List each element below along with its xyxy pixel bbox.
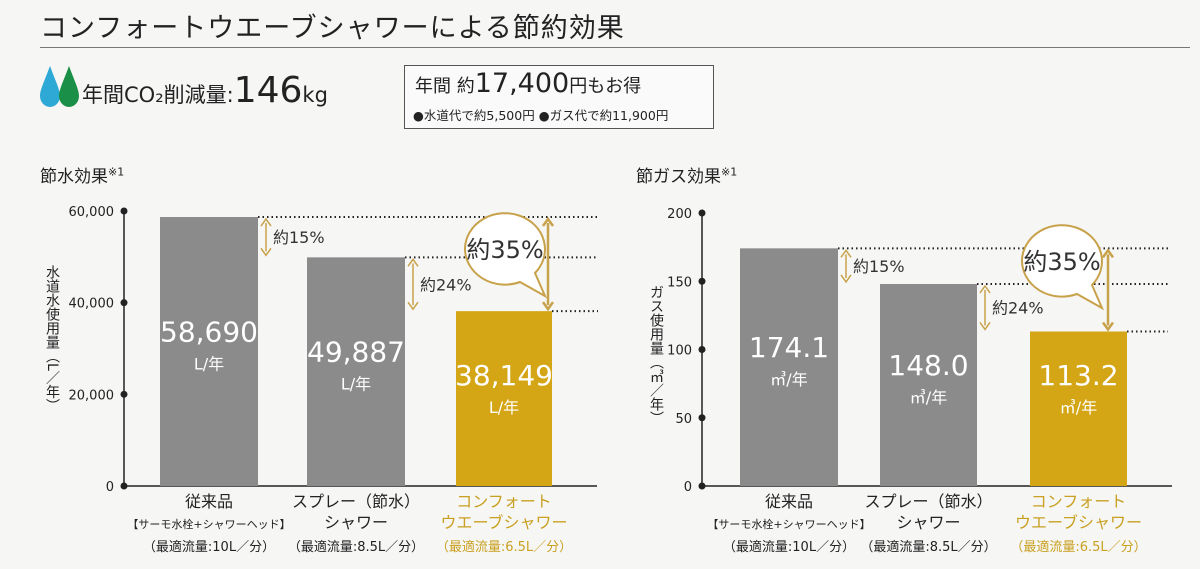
gas-total-reduction-label: 約35% bbox=[1023, 248, 1100, 276]
water-y-axis-label: 水道水使用量（L／年） bbox=[44, 265, 60, 413]
water-category-label: 【サーモ水栓+シャワーヘッド】 bbox=[127, 517, 290, 531]
gas-category-label: （最適流量:6.5L／分） bbox=[1010, 539, 1146, 555]
water-chart-title: 節水効果※1 bbox=[40, 162, 124, 187]
water-reduction-label: 約24% bbox=[420, 275, 472, 294]
water-category-label: （最適流量:8.5L／分） bbox=[288, 539, 424, 555]
water-total-arrow-head bbox=[541, 301, 555, 312]
gas-tick-dot bbox=[698, 482, 706, 490]
gas-y-axis-label: ガス使用量（㎥／年） bbox=[648, 285, 664, 425]
water-unit-label: L/年 bbox=[489, 398, 519, 417]
water-tick-dot bbox=[120, 207, 128, 215]
gas-total-arrow-head bbox=[1101, 321, 1115, 332]
water-value-label: 49,887 bbox=[307, 336, 405, 369]
gas-tick-label: 0 bbox=[684, 480, 692, 495]
water-tick-dot bbox=[120, 299, 128, 307]
gas-reduction-arrow-head bbox=[979, 322, 991, 331]
gas-tick-dot bbox=[698, 209, 706, 217]
water-reduction-arrow-head bbox=[407, 301, 419, 311]
water-value-label: 58,690 bbox=[160, 316, 258, 349]
gas-title-text: 節ガス効果 bbox=[636, 167, 721, 187]
gas-category-label: 従来品 bbox=[765, 492, 813, 511]
gas-category-label: スプレー（節水） bbox=[864, 492, 992, 511]
gas-category-label: 【サーモ水栓+シャワーヘッド】 bbox=[707, 517, 870, 531]
gas-tick-dot bbox=[698, 414, 706, 422]
savings-value: 17,400 bbox=[474, 68, 570, 99]
water-tick-dot bbox=[120, 482, 128, 490]
gas-tick-label: 150 bbox=[667, 275, 692, 290]
gas-savings: ●ガス代で約11,900円 bbox=[538, 108, 669, 123]
gas-unit-label: ㎥/年 bbox=[1060, 398, 1097, 417]
water-value-label: 38,149 bbox=[455, 359, 553, 392]
water-category-label: 従来品 bbox=[185, 492, 233, 511]
gas-reduction-arrow-head bbox=[840, 274, 852, 284]
title-divider bbox=[40, 47, 1190, 48]
gas-chart-title: 節ガス効果※1 bbox=[636, 162, 737, 187]
gas-tick-label: 200 bbox=[667, 207, 692, 222]
water-category-label: （最適流量:6.5L／分） bbox=[436, 539, 572, 555]
annual-savings: 年間 約17,400円もお得 bbox=[415, 68, 641, 99]
gas-tick-label: 50 bbox=[675, 412, 692, 427]
water-unit-label: L/年 bbox=[194, 355, 224, 374]
savings-suffix: 円もお得 bbox=[569, 76, 642, 97]
water-reduction-arrow-head bbox=[260, 217, 272, 227]
gas-reduction-label: 約24% bbox=[992, 299, 1044, 318]
gas-value-label: 113.2 bbox=[1038, 359, 1118, 392]
water-bar bbox=[307, 257, 405, 486]
gas-tick-label: 100 bbox=[667, 344, 692, 359]
gas-value-label: 174.1 bbox=[749, 331, 829, 364]
water-tick-dot bbox=[120, 390, 128, 398]
gas-category-label: ウエーブシャワー bbox=[1015, 513, 1142, 532]
water-tick-label: 60,000 bbox=[69, 205, 115, 220]
water-reduction-arrow-head bbox=[407, 258, 419, 267]
gas-category-label: コンフォート bbox=[1031, 492, 1127, 511]
gas-value-label: 148.0 bbox=[888, 349, 968, 382]
water-total-arrow-head bbox=[541, 216, 555, 227]
co2-reduction: 年間CO₂削減量:146kg bbox=[82, 70, 328, 111]
water-unit-label: L/年 bbox=[341, 375, 371, 394]
water-tick-label: 20,000 bbox=[69, 388, 115, 403]
water-tick-label: 0 bbox=[106, 480, 114, 495]
gas-bar bbox=[880, 283, 977, 486]
water-tick-label: 40,000 bbox=[69, 297, 115, 312]
water-title-text: 節水効果 bbox=[40, 167, 108, 187]
water-category-label: ウエーブシャワー bbox=[440, 513, 567, 532]
water-savings: ●水道代で約5,500円 bbox=[413, 108, 535, 123]
co2-unit: kg bbox=[302, 83, 328, 107]
water-title-note: ※1 bbox=[108, 165, 125, 179]
gas-bar bbox=[1030, 331, 1127, 486]
gas-tick-dot bbox=[698, 346, 706, 353]
gas-unit-label: ㎥/年 bbox=[770, 370, 807, 389]
gas-speech-bubble bbox=[1020, 224, 1105, 311]
water-speech-bubble bbox=[463, 212, 548, 299]
water-bar bbox=[456, 311, 552, 486]
water-total-reduction-label: 約35% bbox=[466, 236, 543, 264]
gas-reduction-label: 約15% bbox=[853, 257, 905, 276]
gas-category-label: シャワー bbox=[896, 513, 960, 532]
gas-title-note: ※1 bbox=[721, 165, 738, 179]
gas-reduction-arrow-head bbox=[840, 249, 852, 258]
co2-value: 146 bbox=[233, 70, 303, 111]
gas-reduction-arrow-head bbox=[979, 284, 991, 294]
savings-prefix: 年間 約 bbox=[415, 76, 475, 97]
savings-box: 年間 約17,400円もお得 ●水道代で約5,500円 ●ガス代で約11,900… bbox=[404, 65, 714, 129]
water-category-label: （最適流量:10L／分） bbox=[143, 539, 275, 555]
water-reduction-arrow-head bbox=[260, 247, 272, 257]
water-bar bbox=[160, 217, 258, 487]
water-category-label: コンフォート bbox=[456, 492, 552, 511]
gas-bar bbox=[740, 248, 838, 486]
gas-unit-label: ㎥/年 bbox=[910, 388, 947, 407]
water-drops-icon bbox=[40, 66, 79, 107]
gas-total-arrow-head bbox=[1101, 248, 1115, 259]
co2-label: 年間CO₂削減量: bbox=[82, 83, 234, 107]
water-category-label: スプレー（節水） bbox=[292, 492, 420, 511]
water-reduction-label: 約15% bbox=[273, 228, 325, 247]
gas-category-label: （最適流量:8.5L／分） bbox=[860, 539, 996, 555]
page-title: コンフォートウエーブシャワーによる節約効果 bbox=[40, 13, 625, 44]
savings-breakdown: ●水道代で約5,500円 ●ガス代で約11,900円 bbox=[413, 105, 668, 124]
gas-category-label: （最適流量:10L／分） bbox=[723, 539, 855, 555]
water-category-label: シャワー bbox=[324, 513, 388, 532]
gas-tick-dot bbox=[698, 277, 706, 285]
